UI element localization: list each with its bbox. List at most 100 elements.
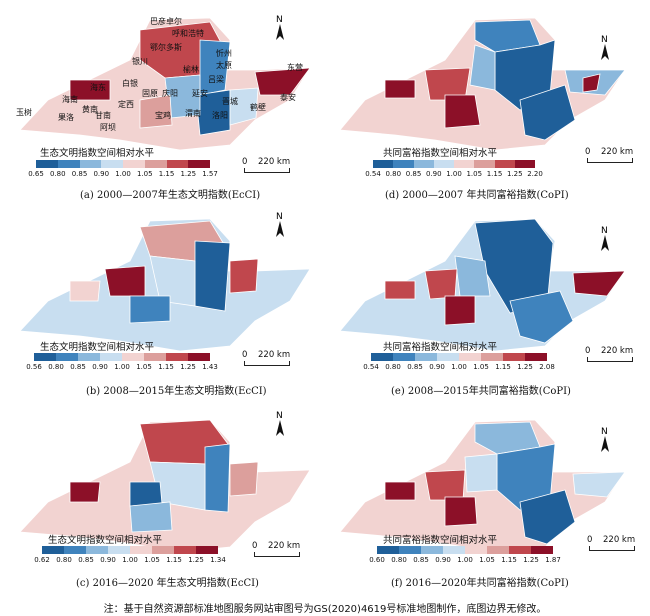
city-label: 海东 (90, 82, 106, 92)
legend-tick: 1.05 (479, 556, 495, 564)
legend-swatch (101, 160, 123, 168)
city-label: 鄂尔多斯 (150, 42, 182, 52)
legend-colorbar (371, 353, 547, 361)
scale-zero: 0 (252, 541, 258, 551)
scale-bar: 0 220 km (585, 346, 639, 365)
legend-tick: 2.08 (539, 363, 555, 371)
legend-colorbar (42, 546, 218, 554)
legend-tick: 2.20 (527, 170, 543, 178)
city-label: 泰安 (280, 92, 296, 102)
scale-bar: 0 220 km (587, 535, 641, 554)
legend-tick: 0.85 (413, 556, 429, 564)
north-label: N (601, 35, 608, 45)
legend-tick: 1.15 (166, 556, 182, 564)
scale-distance: 220 km (258, 157, 291, 167)
legend-tick: 1.05 (473, 363, 489, 371)
scale-distance: 220 km (601, 147, 634, 157)
legend-swatch (415, 353, 437, 361)
legend-swatch (393, 353, 415, 361)
legend-swatch (371, 353, 393, 361)
legend-swatch (100, 353, 122, 361)
legend-swatch (34, 353, 56, 361)
scale-zero: 0 (585, 147, 591, 157)
north-label: N (601, 226, 608, 236)
legend-tick: 1.05 (136, 170, 153, 178)
legend-swatch (108, 546, 130, 554)
legend-tick: 0.60 (369, 556, 385, 564)
legend-tick: 0.80 (385, 363, 401, 371)
legend-swatch (144, 353, 166, 361)
legend-swatch (64, 546, 86, 554)
city-label: 玉树 (16, 107, 32, 117)
legend-tick: 0.90 (435, 556, 451, 564)
legend-swatch (152, 546, 174, 554)
city-label: 晋城 (222, 97, 238, 106)
scale-bar: 0 220 km (585, 147, 639, 166)
legend-swatch (514, 160, 535, 168)
legend-tick: 1.05 (466, 170, 483, 178)
legend-colorbar (373, 160, 535, 168)
basin-map (339, 419, 626, 553)
legend-swatch (174, 546, 196, 554)
panel-b: N 生态文明指数空间相对水平 0.56 0.80 0.85 0.90 1.00 1.05 1… (0, 201, 325, 402)
north-arrow-icon: N (272, 14, 288, 42)
legend-title: 共同富裕指数空间相对水平 (383, 535, 498, 546)
legend-swatch (188, 353, 210, 361)
city-label: 洛阳 (212, 110, 228, 120)
legend-tick: 1.00 (122, 556, 138, 564)
legend-ticks: 0.65 0.80 0.85 0.90 1.00 1.05 1.15 1.25 1.57 (28, 170, 218, 180)
legend-swatch (531, 546, 553, 554)
legend-swatch (487, 546, 509, 554)
basin-map (339, 17, 626, 151)
north-arrow-icon: N (272, 410, 288, 438)
city-label: 巴彦卓尔 (150, 16, 182, 26)
city-label: 呼和浩特 (172, 28, 204, 38)
city-label: 宝鸡 (155, 110, 171, 120)
legend-swatch (421, 546, 443, 554)
city-label: 黄南 (82, 104, 98, 114)
legend-swatch (196, 546, 218, 554)
legend-tick: 1.34 (210, 556, 226, 564)
legend-tick: 1.15 (501, 556, 517, 564)
legend-swatch (433, 160, 454, 168)
legend-colorbar (34, 353, 210, 361)
legend-tick: 1.05 (144, 556, 160, 564)
legend-swatch (474, 160, 495, 168)
panel-f: N 共同富裕指数空间相对水平 0.60 0.80 0.85 0.90 1.00 1.05 1… (325, 402, 650, 603)
legend-swatch (443, 546, 465, 554)
panel-e: N 共同富裕指数空间相对水平 0.54 0.80 0.85 0.90 1.00 1.05 1… (325, 201, 650, 402)
legend-tick: 0.80 (49, 170, 66, 178)
legend-ticks: 0.54 0.80 0.85 0.90 1.00 1.05 1.15 1.25 2.08 (363, 363, 555, 373)
panel-caption: (d) 2000—2007 年共同富裕指数(CoPI) (385, 190, 569, 201)
legend-swatch (188, 160, 210, 168)
legend-tick: 0.54 (365, 170, 381, 178)
legend-swatch (130, 546, 152, 554)
panel-caption: (a) 2000—2007年生态文明指数(EcCI) (80, 190, 261, 201)
legend-tick: 0.90 (429, 363, 445, 371)
legend-tick: 0.90 (425, 170, 442, 178)
city-label: 定西 (118, 99, 134, 109)
legend-swatch (525, 353, 547, 361)
legend-swatch (454, 160, 475, 168)
legend-tick: 0.85 (405, 170, 422, 178)
basin-map: 巴彦卓尔 呼和浩特 鄂尔多斯 忻州 银川 榆林 太原 东营 海东 白银 吕梁 泰… (16, 16, 311, 151)
legend-swatch (144, 160, 167, 168)
scale-distance: 220 km (268, 541, 301, 551)
panel-c: N 生态文明指数空间相对水平 0.62 0.80 0.85 0.90 1.00 1.05 1… (0, 402, 325, 603)
scale-bar: 0 220 km (242, 350, 296, 369)
scale-distance: 220 km (601, 346, 634, 356)
legend-tick: 1.43 (202, 363, 218, 371)
legend-swatch (166, 160, 189, 168)
legend-colorbar (36, 160, 210, 168)
legend-swatch (459, 353, 481, 361)
legend-swatch (78, 353, 100, 361)
city-label: 延安 (192, 88, 208, 98)
north-label: N (276, 212, 283, 222)
north-label: N (276, 411, 283, 421)
legend-swatch (399, 546, 421, 554)
legend-tick: 1.87 (545, 556, 561, 564)
city-label: 庆阳 (162, 88, 178, 98)
city-label: 榆林 (183, 64, 199, 74)
legend-swatch (481, 353, 503, 361)
panel-caption: (e) 2008—2015年共同富裕指数(CoPI) (391, 386, 571, 397)
